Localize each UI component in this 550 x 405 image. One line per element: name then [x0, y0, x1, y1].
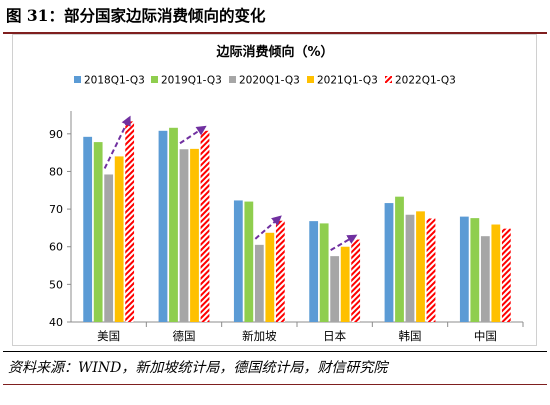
- bar: [190, 148, 199, 322]
- trend-arrows: [103, 115, 358, 252]
- bar: [459, 216, 469, 322]
- chart-legend: 2018Q1-Q3 2019Q1-Q3 2020Q1-Q3 2021Q1-Q3 2022…: [74, 75, 456, 87]
- trend-arrow: [103, 115, 131, 169]
- legend-label: 2022Q1-Q3: [395, 75, 456, 87]
- x-tick-label: 日本: [323, 329, 346, 343]
- y-tick-label: 80: [49, 165, 63, 178]
- bar: [125, 121, 135, 322]
- trend-arrow: [254, 215, 282, 240]
- bar: [340, 246, 350, 322]
- bar: [501, 228, 511, 322]
- bar: [416, 211, 425, 322]
- legend-label: 2020Q1-Q3: [239, 75, 300, 87]
- legend-label: 2021Q1-Q3: [317, 75, 378, 87]
- bar: [384, 203, 394, 322]
- bar: [233, 200, 243, 322]
- legend-swatch: [151, 76, 158, 83]
- legend-label: 2018Q1-Q3: [84, 75, 145, 87]
- chart-title: 边际消费倾向（%）: [215, 44, 333, 60]
- bar: [319, 223, 329, 322]
- bar: [330, 256, 340, 322]
- y-tick-label: 70: [49, 203, 63, 216]
- bar: [275, 220, 285, 322]
- legend-swatch: [307, 76, 314, 83]
- bar: [309, 221, 319, 322]
- legend-swatch: [229, 76, 236, 83]
- x-tick-label: 德国: [173, 329, 196, 343]
- bar: [491, 224, 501, 322]
- bar: [405, 214, 415, 322]
- y-tick-label: 60: [49, 241, 63, 254]
- y-tick-label: 40: [49, 316, 63, 329]
- bar: [470, 218, 480, 322]
- bar: [179, 149, 189, 322]
- bar: [254, 244, 264, 322]
- x-tick-label: 中国: [474, 329, 497, 343]
- chart-svg: 边际消费倾向（%） 2018Q1-Q3 2019Q1-Q3 2020Q1-Q3 202…: [49, 44, 524, 343]
- bar: [200, 130, 210, 322]
- bar: [480, 236, 490, 322]
- trend-arrow: [179, 125, 207, 145]
- source-note: 资料来源：WIND，新加坡统计局，德国统计局，财信研究院: [8, 360, 388, 376]
- source-rule-top: [3, 351, 547, 352]
- trend-arrow: [330, 234, 358, 252]
- bar: [351, 239, 361, 322]
- bar: [93, 142, 103, 322]
- source-rule-bottom: [3, 384, 547, 385]
- bar: [83, 136, 93, 322]
- chart-frame: 边际消费倾向（%） 2018Q1-Q3 2019Q1-Q3 2020Q1-Q3 202…: [12, 34, 537, 346]
- legend-swatch: [385, 76, 392, 83]
- bar: [158, 130, 168, 322]
- bar: [244, 201, 254, 322]
- bar: [395, 196, 404, 322]
- figure-title: 图 31：部分国家边际消费倾向的变化: [6, 6, 266, 25]
- bar: [265, 232, 275, 322]
- bar: [169, 127, 178, 323]
- y-tick-label: 50: [49, 278, 63, 291]
- chart-bars: [83, 121, 511, 323]
- bar: [104, 174, 114, 322]
- legend-swatch: [74, 76, 81, 83]
- figure-title-rule: [3, 32, 547, 34]
- chart-axes: 40 50 60 70 80 90 美国 德国 新加坡 日本 韩国 中国: [49, 111, 524, 343]
- legend-label: 2019Q1-Q3: [161, 75, 222, 87]
- x-tick-label: 美国: [97, 329, 120, 343]
- bar: [114, 156, 124, 322]
- x-tick-label: 新加坡: [242, 329, 277, 343]
- bar: [426, 218, 436, 322]
- x-tick-label: 韩国: [399, 329, 422, 343]
- y-tick-label: 90: [49, 128, 63, 141]
